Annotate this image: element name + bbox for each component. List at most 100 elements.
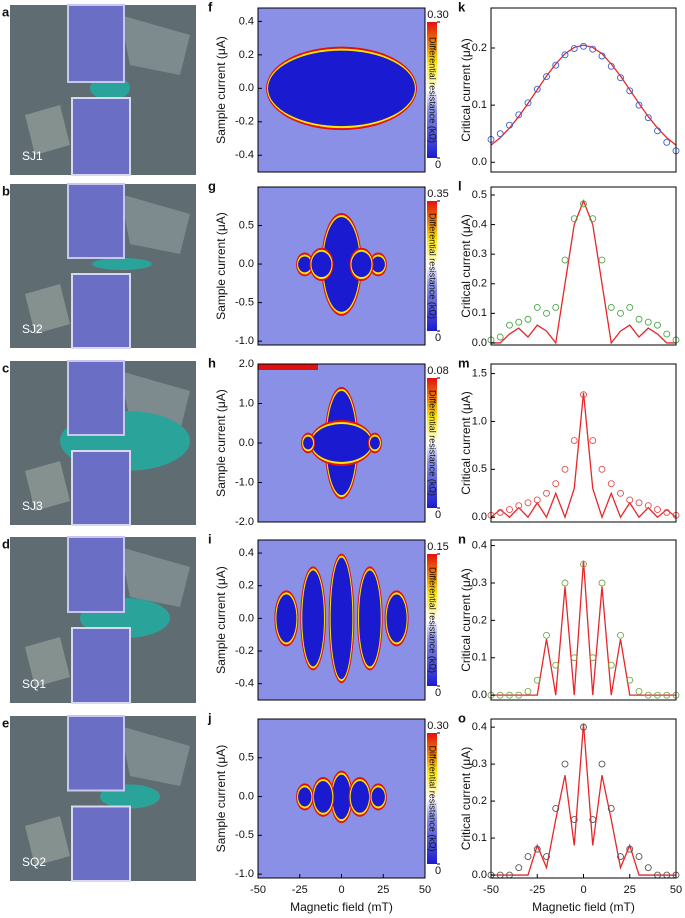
y-tick-label: -0.5 bbox=[235, 297, 254, 309]
blob bbox=[276, 594, 297, 643]
y-tick-label: -0.2 bbox=[235, 116, 254, 128]
data-point bbox=[506, 321, 513, 329]
fit-line bbox=[490, 392, 677, 520]
data-point bbox=[524, 687, 532, 695]
x-tick-label: -25 bbox=[529, 884, 545, 896]
data-point bbox=[635, 101, 643, 109]
data-point bbox=[533, 85, 541, 93]
data-point bbox=[543, 853, 550, 861]
data-point bbox=[654, 321, 661, 329]
x-tick-label: 0 bbox=[580, 884, 586, 896]
x-tick-label: 50 bbox=[670, 884, 682, 896]
blob bbox=[302, 570, 324, 667]
panel-letter: b bbox=[2, 183, 10, 198]
heatmap-panel: g Differential resistance (kΩ) 0.35 0 Sample… bbox=[208, 178, 449, 347]
data-point bbox=[598, 760, 606, 768]
x-axis-label: Magnetic field (mT) bbox=[532, 900, 635, 914]
data-point bbox=[607, 805, 615, 812]
panel-letter: c bbox=[2, 360, 9, 375]
data-point bbox=[598, 465, 606, 473]
sem-flake bbox=[120, 15, 190, 75]
y-axis-label: Critical current (μA) bbox=[459, 38, 473, 142]
data-point bbox=[617, 631, 624, 639]
plot-frame bbox=[257, 7, 426, 173]
colorbar bbox=[427, 378, 437, 508]
y-tick-label: 0.4 bbox=[239, 15, 254, 27]
panel-letter: f bbox=[208, 0, 213, 14]
panel-letter: k bbox=[458, 0, 466, 14]
data-point bbox=[644, 318, 652, 326]
colorbar-tick-label: 0 bbox=[435, 865, 441, 877]
sample-label: SJ2 bbox=[22, 322, 43, 336]
fit-line bbox=[490, 44, 677, 146]
plot-frame bbox=[490, 718, 677, 879]
sem-flake bbox=[25, 284, 70, 334]
electrode bbox=[67, 360, 125, 436]
data-point bbox=[663, 691, 671, 699]
data-point bbox=[506, 121, 513, 129]
panel-letter: n bbox=[458, 531, 466, 546]
blob bbox=[332, 774, 351, 820]
data-point bbox=[524, 853, 532, 861]
sem-image bbox=[10, 360, 196, 526]
colorbar-tick-label: 0.35 bbox=[427, 188, 448, 200]
plot-frame bbox=[490, 186, 677, 346]
electrode bbox=[71, 273, 131, 349]
y-axis-label: Sample current (μA) bbox=[214, 566, 228, 674]
data-point bbox=[561, 51, 569, 59]
y-tick-label: 0.5 bbox=[239, 752, 254, 764]
colorbar-tick-label: 0 bbox=[435, 332, 441, 344]
line-panel: o Critical current (μA) 0.0 0.1 0.2 0.3 0.4 -50… bbox=[458, 710, 682, 914]
data-point bbox=[617, 74, 624, 82]
y-tick-label: 0.0 bbox=[239, 612, 254, 624]
electrode bbox=[71, 450, 131, 526]
data-point bbox=[506, 691, 513, 699]
blob bbox=[311, 251, 332, 278]
heatmap-panel: h Differential resistance (kΩ) 0.08 0 Sample… bbox=[208, 355, 449, 527]
y-tick-label: -0.4 bbox=[235, 149, 254, 161]
data-point bbox=[515, 111, 523, 119]
y-tick-label: 0.0 bbox=[239, 437, 254, 449]
data-point bbox=[654, 127, 661, 135]
y-axis-label: Sample current (μA) bbox=[214, 745, 228, 853]
data-point bbox=[561, 465, 569, 473]
line-panel: m Critical current (μA) 0.0 0.5 1.0 1.5 bbox=[458, 355, 680, 523]
y-tick-label: 0.0 bbox=[239, 258, 254, 270]
data-point bbox=[598, 52, 606, 60]
panel-letter: g bbox=[208, 178, 216, 193]
sem-image bbox=[10, 715, 196, 882]
sem-flake bbox=[25, 105, 70, 155]
data-point bbox=[515, 502, 523, 510]
y-tick-label: 2.0 bbox=[239, 358, 254, 370]
data-point bbox=[496, 691, 504, 699]
fit-line bbox=[491, 560, 676, 696]
colorbar-label: Differential resistance (kΩ) bbox=[428, 213, 438, 319]
plot-frame bbox=[257, 186, 426, 346]
data-point bbox=[524, 99, 532, 107]
electrode bbox=[67, 4, 125, 83]
colorbar-tick-label: 0.30 bbox=[427, 720, 448, 732]
colorbar-tick-label: 0 bbox=[435, 159, 441, 171]
y-tick-label: 0.1 bbox=[472, 652, 487, 664]
y-axis-label: Sample current (μA) bbox=[214, 212, 228, 320]
colorbar-label: Differential resistance (kΩ) bbox=[428, 37, 438, 143]
panel-letter: d bbox=[2, 536, 10, 551]
y-tick-label: 1.0 bbox=[472, 415, 487, 427]
data-point bbox=[607, 480, 615, 488]
data-point bbox=[570, 816, 578, 824]
data-point bbox=[607, 62, 615, 70]
data-point bbox=[543, 309, 550, 317]
y-tick-label: -1.0 bbox=[235, 476, 254, 488]
data-point bbox=[543, 73, 550, 81]
panel-letter: o bbox=[458, 710, 466, 725]
blob bbox=[311, 424, 372, 462]
heatmap-panel: i Differential resistance (kΩ) 0.15 0 Sample… bbox=[208, 531, 449, 701]
data-point bbox=[617, 309, 624, 317]
electrode bbox=[71, 805, 131, 882]
data-point bbox=[617, 853, 624, 861]
y-tick-label: -1.0 bbox=[235, 868, 254, 880]
data-point bbox=[580, 723, 587, 731]
panel-letter: l bbox=[458, 178, 462, 193]
data-point bbox=[552, 303, 560, 311]
data-point bbox=[654, 691, 661, 699]
